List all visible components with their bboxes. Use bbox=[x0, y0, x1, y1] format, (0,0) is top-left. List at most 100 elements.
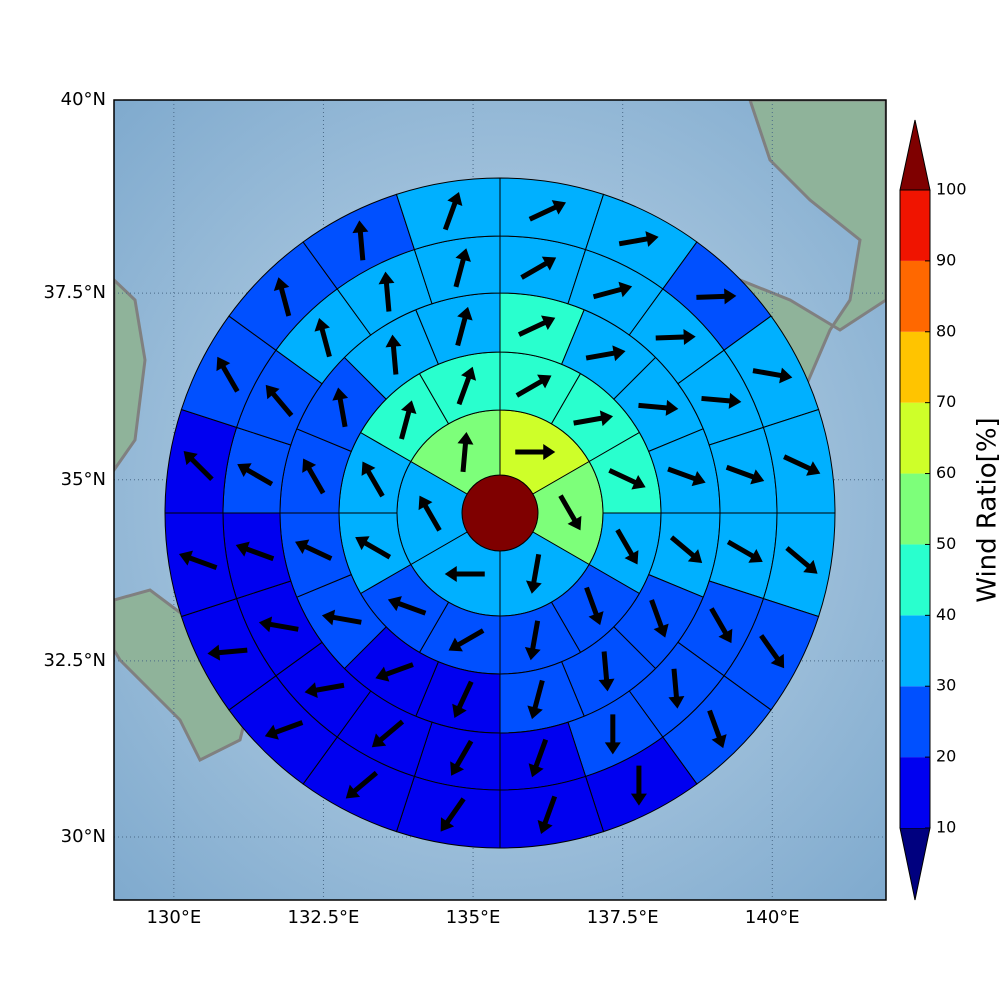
wind-arrow bbox=[520, 256, 557, 280]
wind-arrow bbox=[385, 334, 402, 375]
colorbar-segment bbox=[900, 402, 930, 474]
colorbar-tick-label: 50 bbox=[936, 534, 956, 553]
wind-arrow bbox=[457, 432, 474, 473]
colorbar-tick-label: 70 bbox=[936, 392, 956, 411]
wind-arrow bbox=[752, 367, 793, 384]
wind-arrow bbox=[265, 384, 294, 418]
plot-frame bbox=[113, 99, 887, 901]
polar-cells bbox=[164, 177, 836, 849]
wind-arrow bbox=[667, 466, 706, 487]
wind-arrow bbox=[345, 770, 379, 799]
colorbar: 10 20 30 40 50 60 70 80 90 100 bbox=[899, 119, 967, 901]
wind-arrow bbox=[216, 356, 240, 393]
wind-arrow bbox=[649, 599, 669, 638]
wind-arrow bbox=[618, 231, 659, 247]
colorbar-segment bbox=[900, 190, 930, 261]
colorbar-tick-label: 100 bbox=[936, 180, 967, 199]
wind-arrow bbox=[527, 679, 545, 720]
wind-arrow bbox=[726, 539, 763, 563]
y-tick-label: 37.5°N bbox=[43, 282, 106, 303]
wind-arrow bbox=[701, 392, 742, 409]
wind-arrow bbox=[585, 345, 626, 362]
wind-arrow bbox=[375, 662, 414, 682]
wind-arrow bbox=[352, 220, 369, 261]
wind-arrow bbox=[696, 288, 737, 305]
wind-arrow bbox=[630, 765, 647, 806]
colorbar-segment bbox=[900, 757, 930, 828]
wind-arrow bbox=[759, 634, 785, 669]
colorbar-tick-label: 30 bbox=[936, 676, 956, 695]
colorbar-segment bbox=[900, 686, 930, 758]
wind-arrow bbox=[573, 410, 614, 427]
wind-arrow bbox=[450, 739, 474, 776]
x-tick-label: 137.5°E bbox=[587, 907, 659, 928]
wind-arrow bbox=[302, 458, 326, 495]
colorbar-segment bbox=[900, 473, 930, 545]
axes: 130°E 132.5°E 135°E 137.5°E 140°E 30°N 32.5°N 3… bbox=[43, 89, 799, 928]
land bbox=[114, 277, 147, 473]
wind-arrow bbox=[371, 719, 405, 748]
y-tick-label: 35°N bbox=[61, 469, 106, 490]
y-tick-label: 40°N bbox=[61, 89, 106, 110]
wind-arrow bbox=[528, 200, 566, 222]
wind-arrow bbox=[668, 668, 685, 709]
colorbar-extend-min bbox=[899, 827, 931, 901]
wind-arrow bbox=[604, 714, 621, 755]
wind-arrow bbox=[655, 329, 696, 345]
y-tick-label: 32.5°N bbox=[43, 650, 106, 671]
wind-arrow bbox=[258, 616, 299, 633]
wind-arrow bbox=[264, 720, 304, 740]
wind-arrow bbox=[418, 495, 442, 532]
x-tick-label: 140°E bbox=[745, 907, 800, 928]
wind-arrow bbox=[442, 191, 463, 231]
wind-arrow bbox=[355, 536, 392, 560]
wind-arrow bbox=[584, 586, 604, 626]
wind-arrow bbox=[178, 550, 218, 571]
x-tick-label: 130°E bbox=[146, 907, 201, 928]
colorbar-segment bbox=[900, 260, 930, 332]
wind-arrow bbox=[517, 315, 556, 337]
wind-arrow bbox=[314, 317, 332, 358]
wind-arrow bbox=[448, 628, 485, 652]
y-tick-label: 30°N bbox=[61, 826, 106, 847]
wind-arrow bbox=[783, 454, 821, 476]
wind-arrow bbox=[387, 596, 427, 616]
wind-arrow bbox=[592, 281, 633, 300]
wind-arrow bbox=[440, 797, 466, 832]
wind-arrow bbox=[304, 682, 345, 698]
wind-arrow bbox=[598, 651, 615, 692]
wind-arrow bbox=[638, 399, 679, 416]
colorbar-outline bbox=[899, 190, 931, 828]
colorbar-segment bbox=[900, 331, 930, 403]
wind-arrow bbox=[707, 709, 727, 749]
wind-arrow bbox=[528, 738, 549, 778]
colorbar-tick-label: 40 bbox=[936, 605, 956, 624]
colorbar-segment bbox=[900, 544, 930, 616]
wind-arrow bbox=[558, 494, 582, 531]
wind-arrow bbox=[669, 535, 703, 564]
wind-arrow bbox=[444, 566, 485, 583]
wind-arrow bbox=[709, 607, 733, 644]
wind-arrow bbox=[295, 539, 333, 561]
wind-arrow bbox=[785, 546, 818, 574]
wind-arrow bbox=[456, 366, 477, 406]
wind-arrows bbox=[178, 191, 821, 835]
colorbar-tick-label: 60 bbox=[936, 463, 956, 482]
colorbar-tick-label: 90 bbox=[936, 250, 956, 269]
wind-arrow bbox=[524, 620, 541, 661]
colorbar-tick-label: 10 bbox=[936, 818, 956, 837]
colorbar-tick-label: 20 bbox=[936, 747, 956, 766]
colorbar-extend-max bbox=[899, 119, 931, 191]
wind-arrow bbox=[321, 609, 362, 626]
wind-arrow bbox=[608, 468, 646, 490]
wind-cell bbox=[395, 177, 501, 251]
wind-arrow bbox=[453, 248, 471, 288]
wind-arrow bbox=[361, 461, 385, 498]
wind-arrow bbox=[537, 795, 558, 835]
wind-arrow bbox=[452, 680, 474, 718]
colorbar-tick-label: 80 bbox=[936, 321, 956, 340]
colorbar-label: Wind Ratio[%] bbox=[973, 417, 1000, 602]
wind-arrow bbox=[378, 271, 395, 312]
colorbar-segment bbox=[900, 615, 930, 687]
